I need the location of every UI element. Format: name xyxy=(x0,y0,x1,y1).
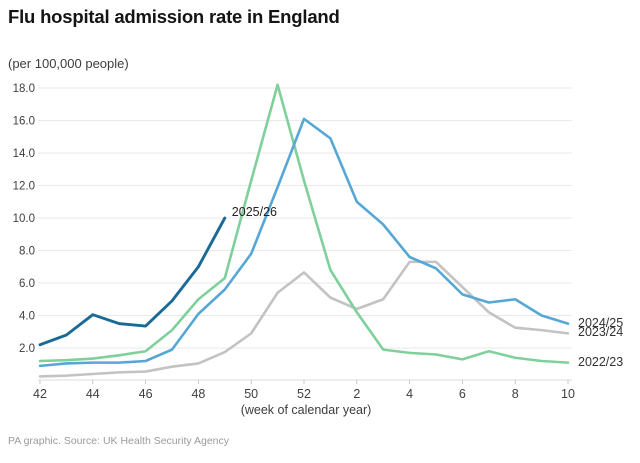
x-tick-label: 44 xyxy=(86,387,100,401)
y-tick-label: 6.0 xyxy=(19,278,35,290)
x-tick-label: 4 xyxy=(406,387,413,401)
y-tick-label: 8.0 xyxy=(19,246,35,258)
x-tick-label: 52 xyxy=(297,387,311,401)
series-label-2025-26: 2025/26 xyxy=(231,205,277,219)
series-line-2024-25 xyxy=(38,117,570,368)
x-tick-label: 42 xyxy=(33,387,47,401)
y-tick-label: 4.0 xyxy=(19,311,35,323)
source-credit: PA graphic. Source: UK Health Security A… xyxy=(8,435,230,447)
series-line-2023-24 xyxy=(38,260,570,378)
series-line-2025-26 xyxy=(38,216,227,347)
x-tick-label: 46 xyxy=(139,387,153,401)
y-tick-label: 14.0 xyxy=(13,148,35,160)
x-tick-label: 48 xyxy=(191,387,205,401)
y-tick-label: 16.0 xyxy=(13,116,35,128)
y-axis-unit-label: (per 100,000 people) xyxy=(8,56,129,71)
x-tick-label: 2 xyxy=(353,387,360,401)
x-tick-label: 10 xyxy=(561,387,575,401)
x-tick-label: 50 xyxy=(244,387,258,401)
series-line-2022-23 xyxy=(38,83,570,364)
x-axis-title: (week of calendar year) xyxy=(240,403,372,417)
chart-title: Flu hospital admission rate in England xyxy=(8,6,340,27)
y-tick-label: 10.0 xyxy=(13,213,35,225)
series-label-2024-25: 2024/25 xyxy=(578,315,624,330)
series-label-2023-24: 2023/24 xyxy=(578,325,624,340)
series-label-2022-23: 2022/23 xyxy=(578,354,624,369)
x-tick-label: 8 xyxy=(512,387,519,401)
y-tick-label: 18.0 xyxy=(13,83,35,95)
y-tick-label: 2.0 xyxy=(19,343,35,355)
y-tick-label: 12.0 xyxy=(13,181,35,193)
x-tick-label: 6 xyxy=(459,387,466,401)
